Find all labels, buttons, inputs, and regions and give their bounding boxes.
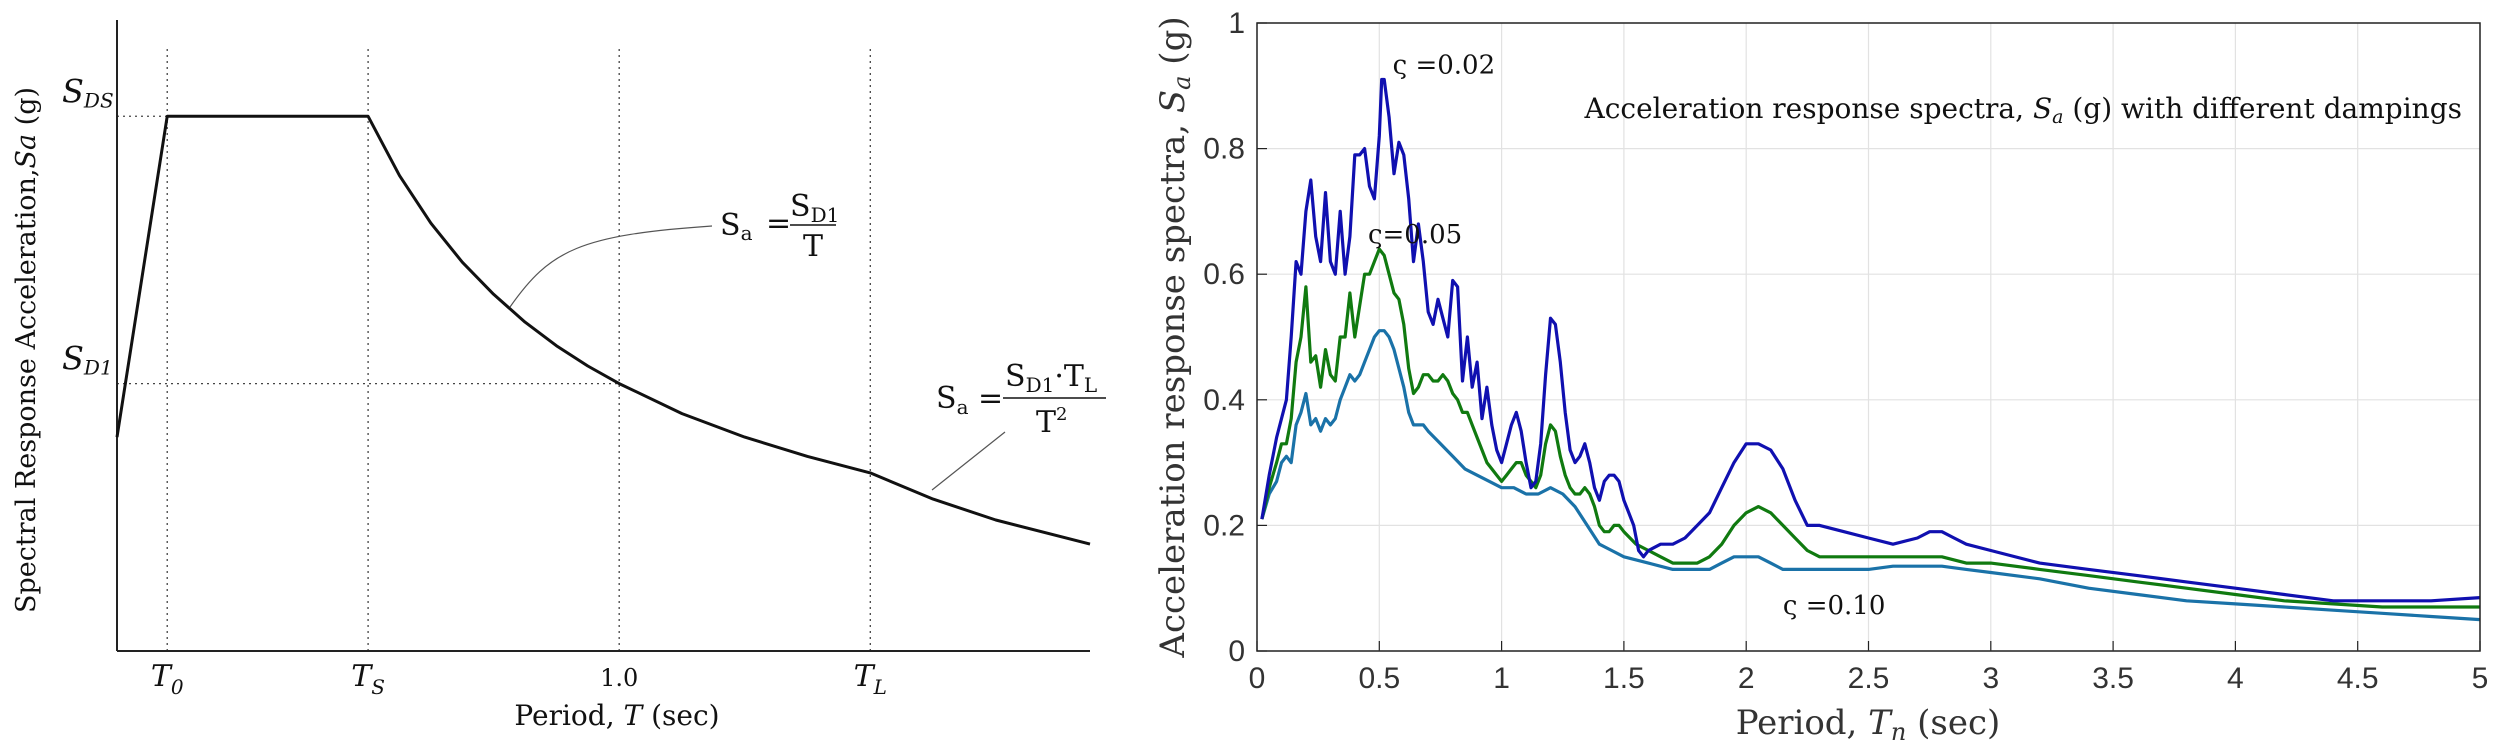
right-x-axis-label: Period, Tn (sec) bbox=[1736, 703, 2001, 746]
eq2-denominator: T2 bbox=[1036, 404, 1067, 440]
left-y-mark-label-0: SDS bbox=[62, 72, 114, 112]
right-series-labels: ς =0.02 ς=0.05 ς =0.10 bbox=[1368, 51, 1885, 622]
right-series-label-2: ς =0.10 bbox=[1783, 591, 1886, 621]
eq1-equals: = bbox=[766, 206, 791, 241]
left-x-tick-label-0: T0 bbox=[151, 659, 184, 699]
right-y-tick-labels: 0 0.2 0.4 0.6 0.8 1 bbox=[1203, 7, 1245, 668]
left-x-axis-label: Period, T (sec) bbox=[514, 699, 719, 732]
left-guide-lines bbox=[117, 48, 871, 651]
right-y-axis-label: Acceleration response spectra, Sa (g) bbox=[1153, 16, 1196, 658]
right-series-label-1: ς=0.05 bbox=[1368, 220, 1462, 250]
right-x-tick-label-0: 0 bbox=[1249, 662, 1266, 695]
right-series-line-2 bbox=[1260, 329, 2481, 622]
left-x-tick-label-2: 1.0 bbox=[600, 664, 638, 692]
left-series-line-0 bbox=[115, 114, 1091, 546]
eq2-leader-line bbox=[931, 431, 1006, 491]
right-series-label-0: ς =0.02 bbox=[1393, 51, 1496, 81]
right-x-tick-label-1: 0.5 bbox=[1358, 662, 1400, 695]
left-x-tick-labels: T0 TS 1.0 TL bbox=[151, 659, 887, 699]
left-x-tick-label-3: TL bbox=[854, 659, 887, 699]
right-chart: 0 0.5 1 1.5 2 2.5 3 3.5 4 4.5 5 0 0.2 0.4 0.6 0.8 1 ς =… bbox=[1153, 7, 2488, 746]
right-x-tick-label-4: 2 bbox=[1738, 662, 1755, 695]
right-plot-frame bbox=[1256, 22, 2481, 652]
right-x-tick-label-3: 1.5 bbox=[1603, 662, 1645, 695]
equation-sa-sd1-tl-over-t2: Sa = SD1·TL T2 bbox=[936, 359, 1106, 440]
eq1-lhs: Sa bbox=[720, 208, 753, 245]
left-chart: T0 TS 1.0 TL SDS SD1 Sa = SD1 T Sa = SD1·TL … bbox=[11, 20, 1106, 732]
left-series-group bbox=[115, 114, 1091, 546]
eq2-equals: = bbox=[978, 381, 1003, 416]
right-x-tick-label-5: 2.5 bbox=[1848, 662, 1890, 695]
right-y-tick-label-5: 1 bbox=[1228, 7, 1245, 40]
right-x-tick-label-10: 5 bbox=[2472, 662, 2489, 695]
equation-sa-sd1-over-t: Sa = SD1 T bbox=[720, 189, 839, 264]
eq2-lhs: Sa bbox=[936, 381, 969, 419]
right-legend-title: Acceleration response spectra, Sa (g) wi… bbox=[1584, 92, 2462, 128]
eq2-numerator: SD1·TL bbox=[1005, 359, 1097, 397]
left-x-tick-label-1: TS bbox=[351, 659, 385, 699]
right-series-group bbox=[1260, 77, 2481, 622]
right-y-tick-label-3: 0.6 bbox=[1203, 258, 1245, 291]
eq1-leader-line bbox=[509, 225, 713, 308]
left-y-mark-labels: SDS SD1 bbox=[62, 72, 114, 379]
right-series-line-0 bbox=[1260, 77, 2481, 603]
left-y-mark-label-1: SD1 bbox=[62, 340, 113, 380]
right-y-tick-label-1: 0.2 bbox=[1203, 509, 1245, 542]
eq1-denominator: T bbox=[803, 229, 823, 264]
left-y-axis-label: Spectral Response Acceleration,Sa (g) bbox=[11, 87, 42, 613]
right-x-tick-label-8: 4 bbox=[2227, 662, 2244, 695]
right-x-tick-label-6: 3 bbox=[1982, 662, 1999, 695]
right-x-tick-label-7: 3.5 bbox=[2092, 662, 2134, 695]
right-x-tick-label-9: 4.5 bbox=[2337, 662, 2379, 695]
right-y-tick-label-2: 0.4 bbox=[1203, 384, 1245, 417]
right-x-tick-label-2: 1 bbox=[1493, 662, 1510, 695]
eq1-numerator: SD1 bbox=[790, 189, 839, 227]
right-y-tick-label-0: 0 bbox=[1228, 635, 1245, 668]
right-x-tick-labels: 0 0.5 1 1.5 2 2.5 3 3.5 4 4.5 5 bbox=[1249, 662, 2489, 695]
right-y-tick-label-4: 0.8 bbox=[1203, 133, 1245, 166]
right-series-line-1 bbox=[1260, 247, 2480, 609]
